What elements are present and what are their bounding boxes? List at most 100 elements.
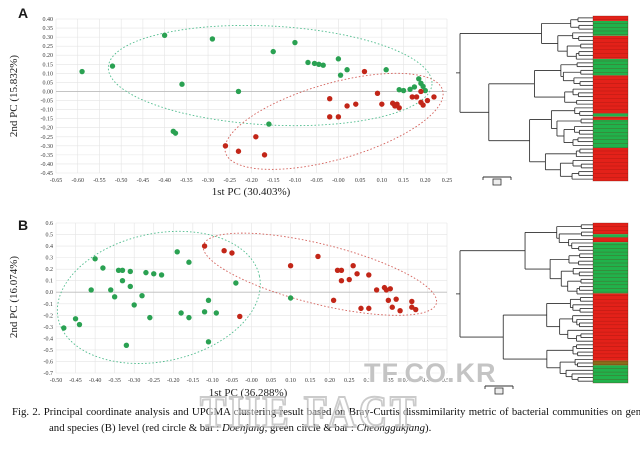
y-tick-label: -0.35 — [41, 153, 54, 159]
cluster-ellipse-cheonggukjang — [56, 230, 261, 364]
bar-segment-green — [593, 234, 628, 238]
data-point — [383, 67, 389, 73]
data-point — [186, 259, 192, 265]
data-point — [327, 96, 333, 102]
figure-caption: Fig. 2. Principal coordinate analysis an… — [12, 404, 640, 436]
pcoa-plot-b: -0.50 -0.45 -0.40 -0.35 -0.30 -0.25 -0.20 -0.15… — [44, 221, 453, 384]
data-point — [366, 272, 372, 278]
caption-italic-doenjang: Doenjang — [221, 422, 265, 435]
x-tick-label: 0.30 — [364, 378, 375, 384]
data-point — [327, 114, 333, 120]
series-doenjang — [201, 243, 419, 320]
scale-box — [494, 387, 504, 395]
data-point — [79, 68, 85, 75]
data-point — [387, 286, 394, 292]
data-point — [374, 90, 381, 96]
data-point — [131, 302, 137, 308]
x-tick-label: -0.45 — [69, 378, 82, 384]
data-point — [416, 76, 422, 82]
x-tick-label: -0.35 — [180, 178, 193, 184]
x-axis-title-b: 1st PC (36.288%) — [208, 387, 288, 399]
grid: -0.65 -0.60 -0.55 -0.50 -0.45 -0.40 -0.35 -0.30… — [41, 17, 453, 184]
y-tick-label: 0.40 — [43, 17, 54, 23]
x-tick-label: -0.15 — [267, 178, 280, 184]
data-point — [233, 280, 239, 286]
y-axis-title-a: 2nd PC (15.832%) — [8, 54, 20, 138]
x-tick-label: 0.05 — [266, 378, 277, 384]
x-axis-title-a: 1st PC (30.403%) — [211, 186, 291, 198]
data-point — [366, 305, 372, 312]
data-point — [338, 277, 345, 284]
data-point — [123, 342, 130, 349]
data-point — [411, 84, 418, 90]
bar-segment-red — [593, 116, 628, 120]
x-tick-label: -0.60 — [71, 178, 84, 184]
x-tick-label: -0.05 — [310, 178, 323, 184]
x-tick-label: -0.20 — [167, 378, 180, 384]
data-point — [119, 277, 126, 284]
caption-text-1: Principal coordinate analysis and UPGMA … — [40, 406, 640, 435]
x-tick-label: -0.00 — [245, 378, 258, 384]
y-tick-label: 0.0 — [46, 290, 54, 296]
x-tick-label: -0.30 — [128, 378, 141, 384]
caption-italic-cheonggukjang: Cheonggukjang — [356, 422, 425, 435]
data-point — [229, 250, 235, 256]
data-point — [424, 97, 431, 104]
data-point — [178, 310, 184, 316]
data-point — [431, 94, 437, 100]
data-point — [151, 271, 157, 277]
data-point — [337, 72, 344, 78]
x-tick-label: -0.35 — [108, 378, 121, 384]
y-tick-label: 0.2 — [46, 267, 54, 273]
data-point — [420, 102, 426, 108]
y-tick-label: -0.30 — [41, 144, 54, 150]
y-tick-label: -0.6 — [44, 359, 54, 365]
panel-b-label: B — [18, 217, 29, 233]
caption-text-3: ). — [424, 422, 432, 435]
x-tick-label: -0.20 — [245, 178, 258, 184]
x-tick-label: -0.50 — [115, 178, 128, 184]
data-point — [143, 269, 149, 276]
series-doenjang — [222, 68, 437, 158]
data-point — [358, 305, 364, 312]
data-point — [338, 267, 345, 274]
group-ellipses — [56, 230, 438, 364]
x-tick-label: -0.00 — [332, 178, 345, 184]
y-tick-label: -0.05 — [41, 99, 54, 105]
data-point — [92, 256, 98, 262]
x-tick-label: -0.40 — [158, 178, 171, 184]
data-point — [334, 267, 341, 274]
data-point — [373, 287, 380, 293]
y-tick-label: -0.40 — [41, 162, 54, 168]
x-tick-label: 0.20 — [324, 378, 335, 384]
scale-box — [492, 178, 502, 186]
y-tick-label: 0.00 — [43, 89, 54, 95]
x-tick-label: -0.65 — [50, 178, 63, 184]
panel-a-label: A — [18, 5, 29, 21]
x-tick-label: -0.25 — [224, 178, 237, 184]
data-point — [330, 297, 337, 304]
pcoa-plot-a: -0.65 -0.60 -0.55 -0.50 -0.45 -0.40 -0.35 -0.30… — [41, 17, 453, 184]
x-tick-label: 0.10 — [377, 178, 388, 184]
x-tick-label: -0.10 — [289, 178, 302, 184]
x-tick-label: 0.15 — [398, 178, 409, 184]
data-point — [354, 271, 360, 277]
bar-segment-red — [593, 35, 628, 59]
bar-segment-red — [593, 293, 628, 361]
data-point — [172, 130, 179, 136]
data-point — [413, 94, 420, 100]
data-point — [221, 247, 227, 254]
data-point — [127, 283, 133, 290]
data-point — [393, 296, 399, 302]
data-point — [409, 304, 415, 310]
data-point — [400, 87, 407, 94]
x-tick-label: 0.20 — [420, 178, 431, 184]
y-tick-label: 0.3 — [46, 256, 54, 262]
y-tick-label: -0.20 — [41, 126, 54, 132]
data-point — [119, 267, 126, 274]
data-point — [115, 267, 122, 274]
data-point — [147, 314, 153, 321]
data-point — [292, 39, 298, 46]
data-point — [235, 148, 242, 154]
